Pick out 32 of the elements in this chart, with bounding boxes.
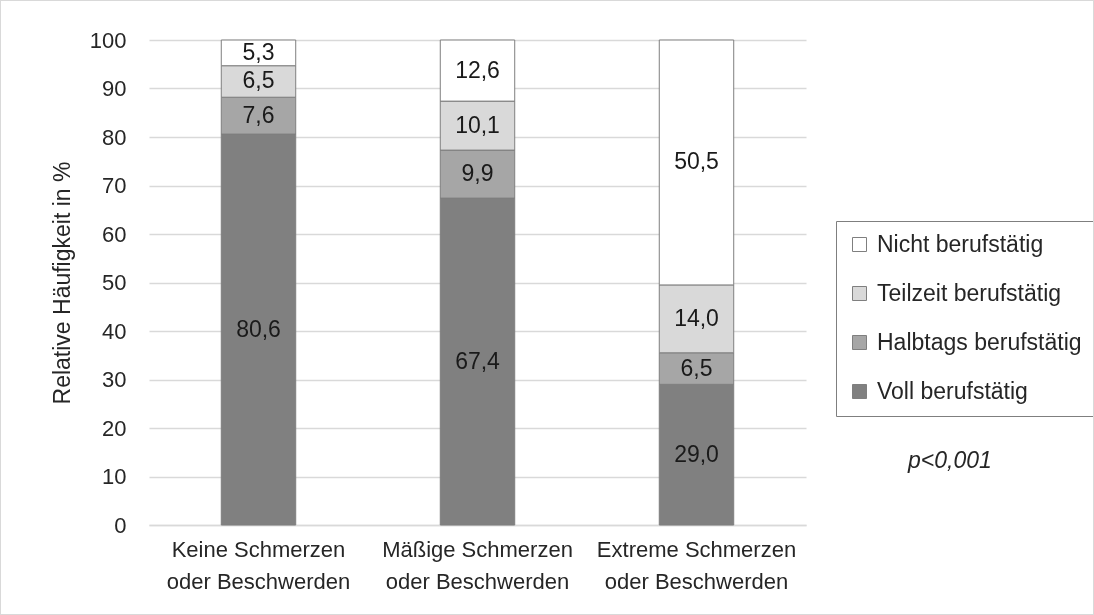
- y-tick-label: 20: [102, 415, 127, 441]
- y-axis-title: Relative Häufigkeit in %: [48, 161, 75, 405]
- y-tick-label: 0: [114, 512, 127, 538]
- data-label: 50,5: [674, 148, 719, 175]
- y-tick-label: 60: [102, 221, 127, 247]
- y-tick-label: 90: [102, 76, 127, 101]
- data-label: 5,3: [242, 38, 275, 65]
- data-label: 67,4: [455, 347, 501, 374]
- data-label: 14,0: [674, 304, 719, 331]
- data-label: 29,0: [674, 440, 719, 467]
- y-tick-label: 80: [102, 124, 127, 150]
- legend-label: Teilzeit berufstätig: [877, 279, 1062, 306]
- data-label: 6,5: [242, 67, 275, 94]
- y-tick-label: 10: [102, 464, 127, 489]
- y-tick-label: 100: [89, 27, 127, 53]
- y-tick-label: 40: [102, 318, 127, 344]
- x-tick-label: Keine Schmerzen oder Beschwerden: [166, 536, 351, 594]
- x-tick-label: Extreme Schmerzen oder Beschwerden: [596, 536, 797, 594]
- y-tick-label: 50: [102, 270, 127, 295]
- y-tick-label: 30: [102, 367, 127, 392]
- data-label: 12,6: [455, 56, 500, 83]
- data-label: 6,5: [680, 354, 713, 381]
- legend-label: Nicht berufstätig: [877, 230, 1044, 257]
- data-label: 9,9: [461, 160, 494, 187]
- data-label: 10,1: [455, 111, 500, 138]
- legend-label: Voll berufstätig: [877, 377, 1028, 404]
- data-label: 80,6: [236, 315, 281, 342]
- legend-label: Halbtags berufstätig: [877, 328, 1082, 355]
- text: p<0,001: [908, 447, 992, 474]
- y-tick-label: 70: [102, 173, 127, 198]
- data-label: 7,6: [242, 101, 275, 128]
- x-tick-label: Mäßige Schmerzen oder Beschwerden: [382, 536, 573, 594]
